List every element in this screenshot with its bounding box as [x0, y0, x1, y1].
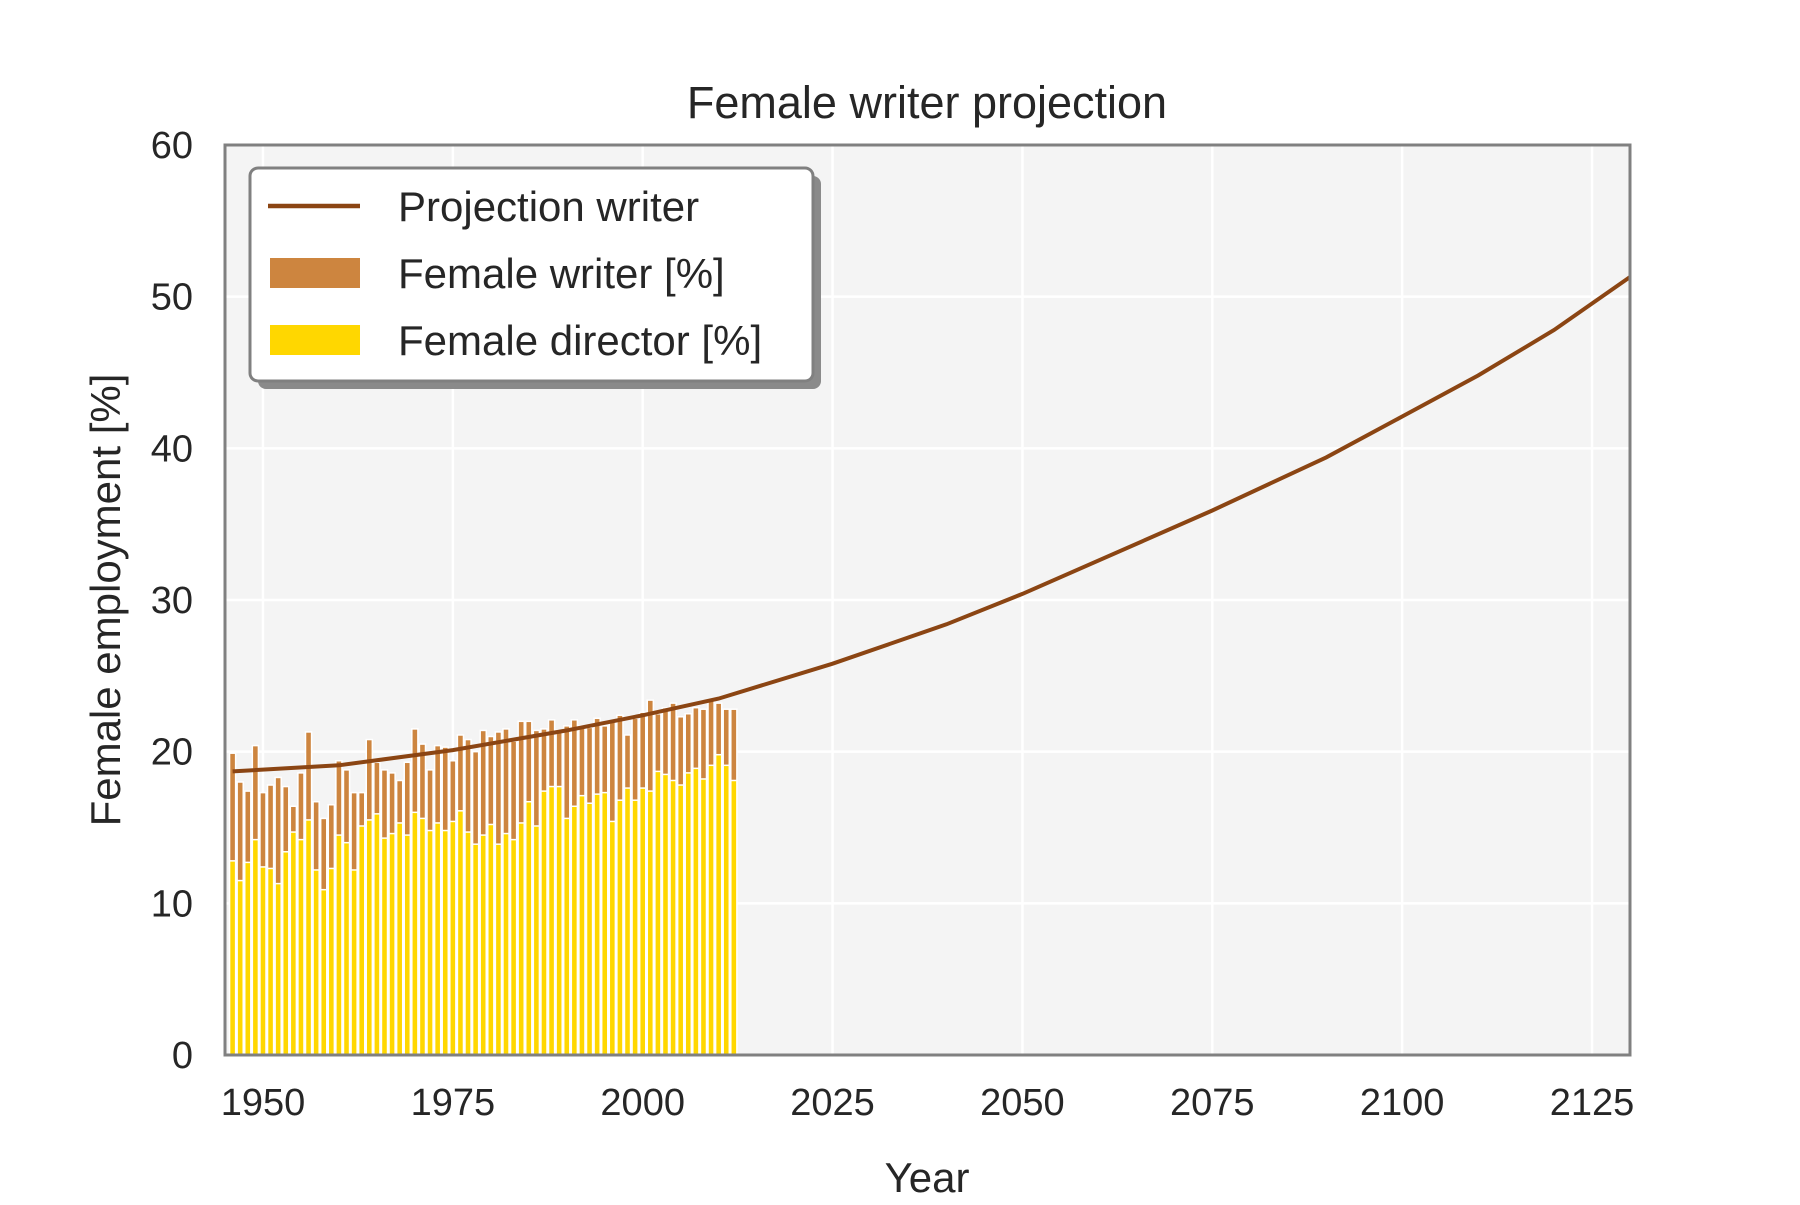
director-bar: [418, 817, 427, 1056]
director-bar: [730, 779, 738, 1056]
director-bar: [297, 838, 305, 1056]
director-bar: [319, 888, 328, 1056]
x-tick-label: 2075: [1170, 1082, 1255, 1124]
director-bar: [373, 813, 381, 1056]
director-bar: [335, 834, 343, 1056]
y-tick-label: 60: [151, 125, 193, 167]
director-bar: [661, 773, 670, 1056]
x-tick-label: 2100: [1360, 1082, 1445, 1124]
director-bar: [532, 825, 541, 1056]
director-bar: [395, 822, 404, 1056]
director-bar: [380, 837, 389, 1056]
director-bar: [676, 784, 685, 1056]
director-bar: [646, 790, 655, 1056]
director-bar: [266, 867, 275, 1056]
plot-frame: [223, 143, 1632, 1057]
director-bar: [555, 785, 563, 1056]
director-bar: [281, 851, 290, 1056]
legend-patch-swatch: [270, 325, 360, 355]
director-bar: [616, 799, 624, 1056]
director-bar: [608, 820, 617, 1056]
y-tick-label: 20: [151, 732, 193, 774]
director-bar: [228, 860, 237, 1056]
director-bar: [304, 819, 313, 1056]
director-bar: [327, 867, 336, 1056]
director-bar: [547, 785, 556, 1056]
legend-patch-swatch: [270, 258, 360, 288]
bars: [228, 699, 738, 1056]
director-bar: [236, 879, 244, 1056]
director-bar: [570, 805, 579, 1056]
x-tick-label: 1950: [221, 1082, 306, 1124]
director-bar: [388, 832, 396, 1056]
director-bar: [593, 793, 601, 1056]
director-bar: [471, 843, 480, 1056]
director-bar: [243, 861, 252, 1056]
director-bar: [502, 832, 510, 1056]
x-tick-label: 2125: [1550, 1082, 1635, 1124]
director-bar: [312, 869, 320, 1056]
director-bar: [540, 790, 548, 1056]
legend-box: [248, 166, 815, 383]
director-bar: [714, 753, 723, 1056]
legend-label: Projection writer: [398, 183, 699, 230]
director-bar: [692, 767, 700, 1056]
y-tick-labels: 0 10 20 30 40 50 60: [151, 125, 193, 1077]
y-tick-label: 30: [151, 580, 193, 622]
director-bar: [562, 817, 571, 1056]
director-bar: [623, 787, 632, 1056]
legend-label: Female director [%]: [398, 317, 762, 364]
y-tick-label: 0: [172, 1035, 193, 1077]
director-bar: [638, 787, 647, 1056]
x-tick-label: 2000: [600, 1082, 685, 1124]
legend-label: Female writer [%]: [398, 250, 725, 297]
director-bar: [289, 831, 298, 1056]
director-bar: [433, 822, 442, 1056]
director-bar: [669, 779, 677, 1056]
director-bar: [479, 834, 488, 1056]
director-bar: [509, 838, 518, 1056]
director-bar: [654, 770, 662, 1056]
director-bar: [365, 819, 374, 1056]
x-axis-label: Year: [885, 1154, 970, 1200]
director-bar: [722, 764, 731, 1056]
director-bar: [631, 799, 639, 1056]
y-axis-label: Female employment [%]: [82, 374, 129, 827]
director-bar: [274, 882, 282, 1056]
projection-line: [232, 275, 1632, 774]
director-bar: [411, 811, 419, 1056]
legend: Projection writer Female writer [%] Female…: [248, 166, 821, 389]
director-bar: [585, 802, 594, 1056]
director-bar: [464, 831, 472, 1056]
director-bar: [600, 791, 609, 1056]
x-tick-label: 2050: [980, 1082, 1065, 1124]
y-tick-label: 50: [151, 277, 193, 319]
director-bar: [684, 772, 693, 1056]
director-bar: [259, 866, 267, 1056]
director-bar: [578, 794, 586, 1056]
x-tick-label: 1975: [411, 1082, 496, 1124]
y-tick-label: 40: [151, 428, 193, 470]
director-bar: [494, 843, 503, 1056]
y-tick-label: 10: [151, 883, 193, 925]
director-bar: [441, 829, 450, 1056]
director-bar: [524, 800, 533, 1056]
director-bar: [403, 834, 412, 1056]
director-bar: [357, 825, 366, 1056]
chart-title: Female writer projection: [687, 77, 1167, 128]
director-bar: [449, 820, 457, 1056]
director-bar: [350, 869, 358, 1056]
director-bar: [426, 829, 434, 1056]
director-bar: [456, 810, 465, 1056]
director-bar: [707, 764, 715, 1056]
director-bar: [251, 838, 260, 1056]
director-bar: [517, 822, 525, 1056]
director-bar: [342, 841, 351, 1056]
x-tick-label: 2025: [790, 1082, 875, 1124]
director-bar: [487, 823, 495, 1056]
director-bar: [699, 778, 708, 1056]
x-tick-labels: 1950 1975 2000 2025 2050 2075 2100 2125: [221, 1082, 1635, 1124]
